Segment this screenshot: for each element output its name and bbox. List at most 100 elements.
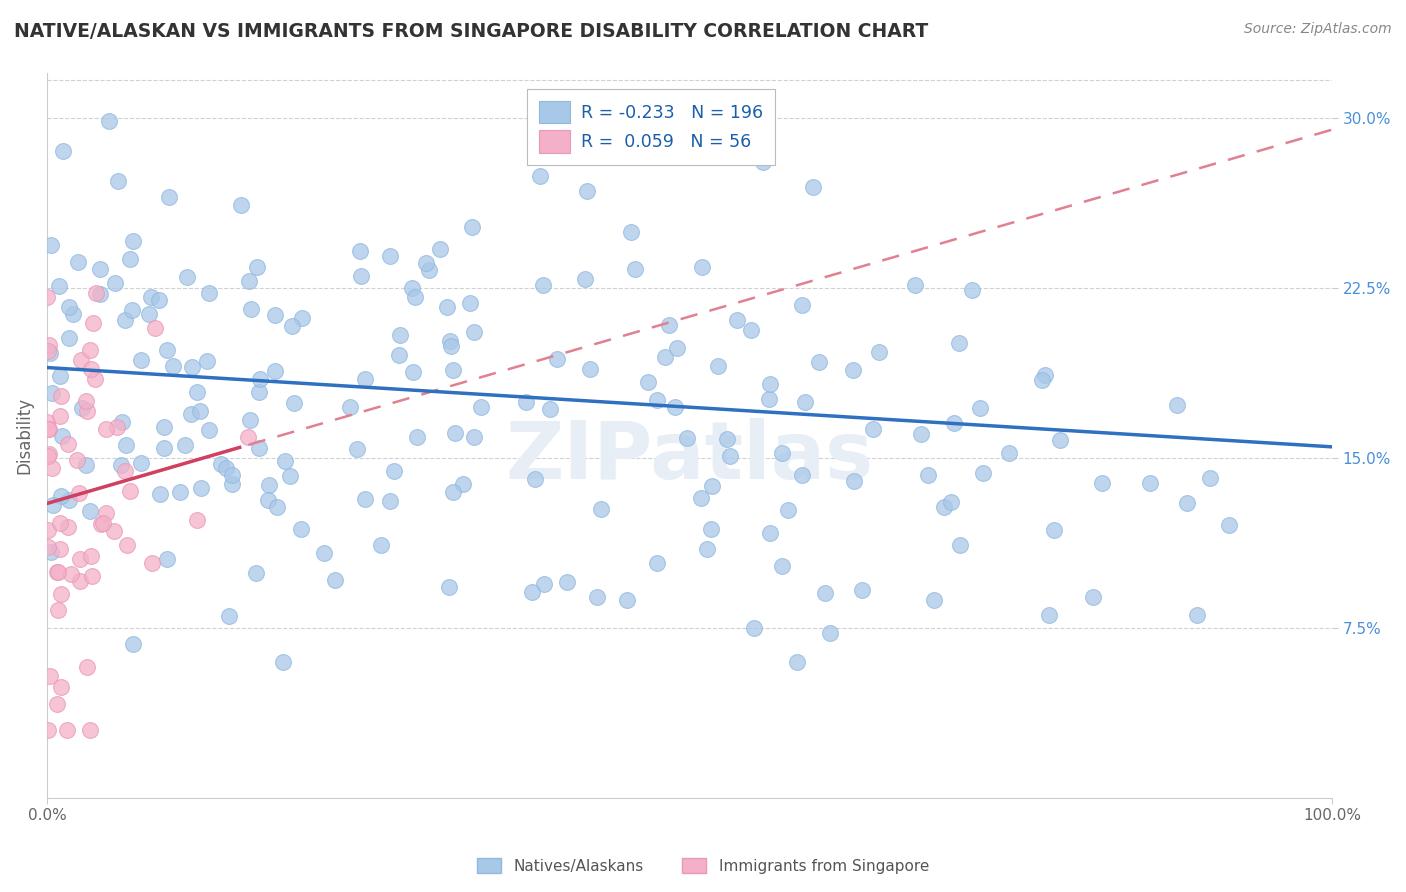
Point	[814, 586, 837, 600]
Point	[39, 544, 62, 558]
Point	[48, 279, 70, 293]
Point	[37, 422, 59, 436]
Point	[58, 437, 80, 451]
Point	[115, 438, 138, 452]
Point	[862, 422, 884, 436]
Text: NATIVE/ALASKAN VS IMMIGRANTS FROM SINGAPORE DISABILITY CORRELATION CHART: NATIVE/ALASKAN VS IMMIGRANTS FROM SINGAP…	[14, 22, 928, 41]
Point	[1218, 518, 1240, 533]
Point	[162, 359, 184, 373]
Point	[66, 255, 89, 269]
Point	[1031, 373, 1053, 387]
Point	[387, 348, 409, 362]
Point	[69, 552, 91, 566]
Point	[524, 472, 547, 486]
Point	[429, 243, 451, 257]
Point	[264, 364, 287, 378]
Point	[121, 234, 143, 248]
Point	[370, 538, 392, 552]
Point	[195, 354, 218, 368]
Point	[118, 484, 141, 499]
Point	[575, 184, 598, 198]
Point	[186, 513, 208, 527]
Point	[752, 154, 775, 169]
Legend: R = -0.233   N = 196, R =  0.059   N = 56: R = -0.233 N = 196, R = 0.059 N = 56	[527, 89, 775, 165]
Point	[49, 680, 72, 694]
Point	[67, 485, 90, 500]
Point	[645, 393, 668, 408]
Point	[66, 452, 89, 467]
Point	[1139, 476, 1161, 491]
Point	[744, 621, 766, 635]
Point	[402, 365, 425, 379]
Point	[96, 422, 118, 436]
Point	[188, 404, 211, 418]
Point	[716, 432, 738, 446]
Point	[790, 467, 813, 482]
Point	[1033, 368, 1056, 382]
Point	[274, 454, 297, 468]
Point	[41, 385, 63, 400]
Point	[624, 262, 647, 277]
Point	[38, 337, 60, 351]
Point	[246, 260, 269, 274]
Point	[440, 339, 463, 353]
Point	[76, 403, 98, 417]
Point	[339, 400, 361, 414]
Point	[91, 516, 114, 531]
Point	[221, 468, 243, 483]
Point	[82, 569, 104, 583]
Point	[249, 372, 271, 386]
Point	[654, 350, 676, 364]
Point	[76, 660, 98, 674]
Y-axis label: Disability: Disability	[15, 397, 32, 474]
Point	[138, 307, 160, 321]
Point	[70, 401, 93, 416]
Point	[1043, 523, 1066, 537]
Point	[264, 308, 287, 322]
Point	[89, 286, 111, 301]
Point	[37, 343, 59, 358]
Point	[46, 565, 69, 579]
Point	[139, 290, 162, 304]
Point	[129, 352, 152, 367]
Point	[45, 697, 67, 711]
Point	[37, 723, 59, 737]
Point	[266, 500, 288, 514]
Point	[271, 655, 294, 669]
Point	[247, 441, 270, 455]
Point	[82, 316, 104, 330]
Point	[676, 431, 699, 445]
Point	[153, 420, 176, 434]
Point	[173, 438, 195, 452]
Point	[388, 328, 411, 343]
Point	[38, 447, 60, 461]
Point	[972, 466, 994, 480]
Point	[221, 477, 243, 491]
Text: Source: ZipAtlas.com: Source: ZipAtlas.com	[1244, 22, 1392, 37]
Point	[103, 524, 125, 539]
Point	[591, 502, 613, 516]
Point	[84, 286, 107, 301]
Point	[690, 491, 713, 505]
Point	[579, 361, 602, 376]
Point	[105, 419, 128, 434]
Point	[910, 427, 932, 442]
Point	[69, 574, 91, 588]
Point	[418, 263, 440, 277]
Point	[346, 442, 368, 456]
Point	[186, 385, 208, 400]
Point	[436, 300, 458, 314]
Point	[740, 322, 762, 336]
Point	[460, 296, 482, 310]
Point	[104, 277, 127, 291]
Point	[441, 485, 464, 500]
Point	[758, 392, 780, 406]
Point	[380, 494, 402, 508]
Point	[969, 401, 991, 415]
Point	[585, 590, 607, 604]
Point	[247, 385, 270, 400]
Point	[238, 274, 260, 288]
Point	[180, 407, 202, 421]
Point	[904, 277, 927, 292]
Point	[786, 655, 808, 669]
